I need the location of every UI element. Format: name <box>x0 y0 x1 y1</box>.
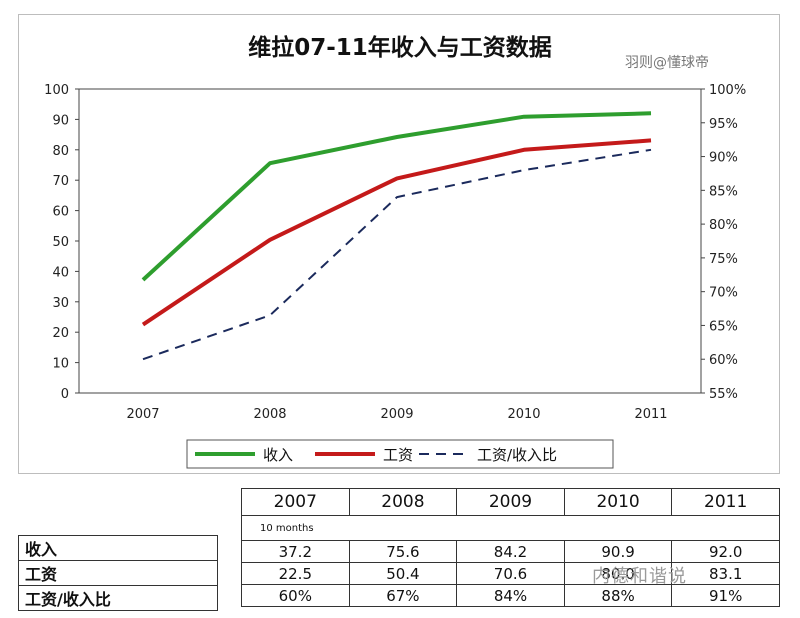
table-cell: 84% <box>456 584 565 607</box>
x-tick-label: 2011 <box>634 407 667 422</box>
table-cell: 92.0 <box>671 540 780 563</box>
y-left-tick-label: 100 <box>44 83 69 98</box>
table-cell: 91% <box>671 584 780 607</box>
chart-title: 维拉07-11年收入与工资数据 <box>248 34 552 61</box>
series-line-3 <box>142 148 652 361</box>
table-cell: 50.4 <box>348 562 458 585</box>
plot-area <box>78 88 702 394</box>
line-chart: 维拉07-11年收入与工资数据 羽则@懂球帝 0 10 20 30 40 50 60 70 80… <box>44 34 746 469</box>
year-header-row: 2007 2008 2009 2010 2011 <box>241 488 780 516</box>
year-header-cell: 2011 <box>671 488 780 516</box>
y-left-tick-label: 70 <box>52 174 69 189</box>
table-row-wage: 22.5 50.4 70.6 80.0 83.1 <box>241 562 780 585</box>
legend-box <box>186 439 614 469</box>
y-right-tick-label: 100% <box>709 83 746 98</box>
y-left-tick-label: 60 <box>52 205 69 220</box>
y-right-tick-label: 70% <box>709 286 738 301</box>
year-header-cell: 2008 <box>348 488 458 516</box>
y-right-tick-label: 85% <box>709 184 738 199</box>
table-cell: 37.2 <box>241 540 350 563</box>
y-left-tick-label: 0 <box>61 387 69 402</box>
chart-watermark: 羽则@懂球帝 <box>625 55 709 71</box>
x-tick-label: 2007 <box>126 407 159 422</box>
table-cell: 84.2 <box>456 540 565 563</box>
table-row-income: 37.2 75.6 84.2 90.9 92.0 <box>241 540 780 563</box>
table-row-ratio: 60% 67% 84% 88% 91% <box>241 584 780 607</box>
table-cell: 88% <box>563 584 673 607</box>
y-left-tick-label: 50 <box>52 235 69 250</box>
y-left-tick-label: 90 <box>52 113 69 128</box>
year-header-cell: 2009 <box>456 488 565 516</box>
y-left-tick-label: 40 <box>52 265 69 280</box>
legend-label-1: 收入 <box>263 446 293 464</box>
y-right-tick-label: 90% <box>709 151 738 166</box>
y-right-tick-label: 95% <box>709 117 738 132</box>
row-label-ratio: 工资/收入比 <box>18 585 218 611</box>
table-cell: 83.1 <box>671 562 780 585</box>
row-label-table: 收入 工资 工资/收入比 <box>18 535 218 611</box>
table-cell: 70.6 <box>456 562 565 585</box>
chart-frame: 维拉07-11年收入与工资数据 羽则@懂球帝 0 10 20 30 40 50 60 70 80… <box>18 14 780 474</box>
y-right-tick-label: 55% <box>709 387 738 402</box>
year-header-cell: 2007 <box>241 488 350 516</box>
legend-label-3: 工资/收入比 <box>477 446 557 464</box>
y-right-tick-label: 60% <box>709 353 738 368</box>
y-right-tick-label: 65% <box>709 319 738 334</box>
y-right-tick-label: 75% <box>709 252 738 267</box>
values-table: 2007 2008 2009 2010 2011 10 months 37.2 75.6 8… <box>241 488 780 607</box>
page-watermark: 内德和谐说 <box>592 566 687 587</box>
table-cell: 90.9 <box>563 540 673 563</box>
table-cell: 22.5 <box>241 562 350 585</box>
row-label-wage: 工资 <box>18 560 218 586</box>
row-label-income: 收入 <box>18 535 218 561</box>
table-note: 10 months <box>241 515 780 541</box>
table-cell: 60% <box>241 584 350 607</box>
year-header-cell: 2010 <box>563 488 673 516</box>
y-left-tick-label: 10 <box>52 357 69 372</box>
y-left-tick-label: 80 <box>52 144 69 159</box>
legend-label-2: 工资 <box>383 446 413 464</box>
series-line-2 <box>141 138 652 327</box>
y-right-tick-label: 80% <box>709 218 738 233</box>
x-tick-label: 2008 <box>253 407 286 422</box>
table-cell: 67% <box>348 584 458 607</box>
y-left-tick-label: 30 <box>52 296 69 311</box>
table-cell: 75.6 <box>348 540 458 563</box>
x-tick-label: 2009 <box>380 407 413 422</box>
x-tick-label: 2010 <box>507 407 540 422</box>
y-left-tick-label: 20 <box>52 326 69 341</box>
